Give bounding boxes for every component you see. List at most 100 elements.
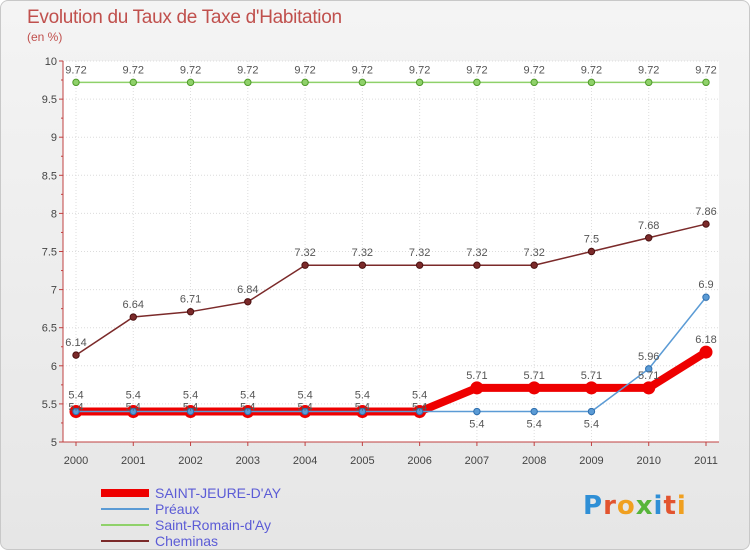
- y-tick-label: 5.5: [42, 399, 57, 411]
- data-label-cheminas: 7.5: [584, 234, 599, 246]
- data-label-saint-jeure-d-ay: 6.18: [695, 334, 716, 346]
- data-point-preaux: [587, 407, 596, 416]
- data-point-saint-romain-d-ay: [72, 78, 80, 87]
- data-point-saint-romain-d-ay: [186, 78, 195, 87]
- data-point-cheminas: [587, 247, 596, 256]
- data-label-cheminas: 6.84: [237, 284, 258, 296]
- x-tick-label: 2007: [465, 455, 489, 467]
- data-point-saint-jeure-d-ay: [584, 381, 598, 395]
- data-label-preaux: 5.4: [68, 402, 83, 414]
- data-label-saint-jeure-d-ay: 5.4: [240, 390, 255, 402]
- data-point-saint-romain-d-ay: [530, 78, 538, 87]
- legend-item: Cheminas: [101, 533, 281, 549]
- legend-item: Préaux: [101, 501, 281, 517]
- x-tick-label: 2006: [407, 455, 431, 467]
- legend-item: SAINT-JEURE-D'AY: [101, 485, 281, 501]
- data-label-cheminas: 7.32: [409, 247, 430, 259]
- data-label-saint-romain-d-ay: 9.72: [294, 64, 315, 76]
- y-tick-label: 7.5: [42, 247, 57, 259]
- data-point-saint-jeure-d-ay: [699, 345, 713, 359]
- data-label-cheminas: 7.32: [294, 247, 315, 259]
- data-label-saint-romain-d-ay: 9.72: [523, 64, 544, 76]
- data-label-saint-jeure-d-ay: 5.4: [183, 390, 198, 402]
- chart-legend: SAINT-JEURE-D'AY Préaux Saint-Romain-d'Ay C…: [101, 485, 281, 549]
- data-point-saint-romain-d-ay: [702, 78, 710, 87]
- data-point-preaux: [530, 407, 538, 416]
- x-tick-label: 2003: [236, 455, 260, 467]
- data-label-preaux: 5.4: [240, 402, 255, 414]
- data-point-cheminas: [186, 307, 195, 316]
- data-label-saint-romain-d-ay: 9.72: [123, 64, 144, 76]
- data-label-preaux: 6.9: [698, 279, 713, 291]
- y-tick-label: 7: [51, 285, 57, 297]
- data-label-saint-romain-d-ay: 9.72: [466, 64, 487, 76]
- legend-swatch: [101, 540, 149, 542]
- x-tick-label: 2000: [64, 455, 88, 467]
- y-tick-label: 8: [51, 208, 57, 220]
- data-label-cheminas: 6.64: [123, 299, 144, 311]
- data-label-preaux: 5.4: [297, 402, 312, 414]
- data-point-saint-jeure-d-ay: [470, 381, 484, 395]
- chart-subtitle: (en %): [27, 30, 63, 44]
- data-point-cheminas: [415, 261, 424, 269]
- proxiti-logo: Proxiti: [583, 491, 687, 521]
- legend-label: SAINT-JEURE-D'AY: [155, 485, 282, 501]
- data-label-saint-jeure-d-ay: 5.4: [126, 390, 141, 402]
- data-label-preaux: 5.96: [638, 351, 659, 363]
- data-point-saint-romain-d-ay: [244, 78, 252, 87]
- data-point-saint-romain-d-ay: [301, 78, 309, 87]
- data-label-saint-romain-d-ay: 9.72: [695, 64, 716, 76]
- y-tick-label: 6: [51, 361, 57, 373]
- legend-swatch: [101, 508, 149, 510]
- chart-title: Evolution du Taux de Taxe d'Habitation: [27, 7, 342, 28]
- data-label-preaux: 5.4: [527, 419, 542, 431]
- legend-swatch: [101, 524, 149, 526]
- data-point-saint-romain-d-ay: [645, 78, 653, 87]
- data-label-preaux: 5.4: [355, 402, 370, 414]
- data-label-preaux: 5.4: [126, 402, 141, 414]
- data-point-saint-jeure-d-ay: [642, 381, 656, 395]
- x-tick-label: 2004: [293, 455, 317, 467]
- data-point-cheminas: [129, 313, 137, 321]
- data-point-saint-romain-d-ay: [129, 78, 137, 87]
- x-tick-label: 2009: [579, 455, 603, 467]
- data-point-saint-romain-d-ay: [587, 78, 596, 87]
- data-point-preaux: [702, 293, 710, 301]
- data-label-preaux: 5.4: [412, 402, 427, 414]
- x-tick-label: 2001: [121, 455, 145, 467]
- x-tick-label: 2010: [636, 455, 660, 467]
- series-line-preaux: [75, 296, 707, 413]
- x-tick-label: 2011: [694, 455, 718, 467]
- data-point-cheminas: [358, 261, 367, 269]
- data-label-preaux: 5.4: [469, 419, 484, 431]
- data-label-cheminas: 6.14: [65, 337, 86, 349]
- data-point-cheminas: [72, 351, 80, 359]
- data-label-saint-jeure-d-ay: 5.71: [638, 370, 659, 382]
- data-label-saint-romain-d-ay: 9.72: [237, 64, 258, 76]
- data-point-preaux: [301, 407, 309, 416]
- data-point-cheminas: [473, 261, 481, 269]
- data-point-cheminas: [244, 298, 252, 306]
- data-point-cheminas: [702, 220, 710, 228]
- data-label-saint-romain-d-ay: 9.72: [180, 64, 201, 76]
- data-point-preaux: [186, 407, 195, 416]
- data-label-cheminas: 7.86: [695, 206, 716, 218]
- data-point-cheminas: [530, 261, 538, 269]
- data-point-preaux: [72, 407, 80, 416]
- data-point-saint-jeure-d-ay: [527, 381, 541, 395]
- x-tick-label: 2002: [178, 455, 202, 467]
- data-label-saint-jeure-d-ay: 5.4: [355, 390, 370, 402]
- data-label-saint-jeure-d-ay: 5.71: [523, 370, 544, 382]
- data-label-cheminas: 6.71: [180, 294, 201, 306]
- y-tick-label: 5: [51, 437, 57, 449]
- data-label-saint-romain-d-ay: 9.72: [581, 64, 602, 76]
- data-point-cheminas: [645, 234, 653, 242]
- data-label-cheminas: 7.32: [352, 247, 373, 259]
- data-label-saint-jeure-d-ay: 5.4: [68, 390, 83, 402]
- legend-label: Préaux: [155, 501, 200, 517]
- data-label-saint-romain-d-ay: 9.72: [65, 64, 86, 76]
- legend-item: Saint-Romain-d'Ay: [101, 517, 281, 533]
- data-label-saint-romain-d-ay: 9.72: [352, 64, 373, 76]
